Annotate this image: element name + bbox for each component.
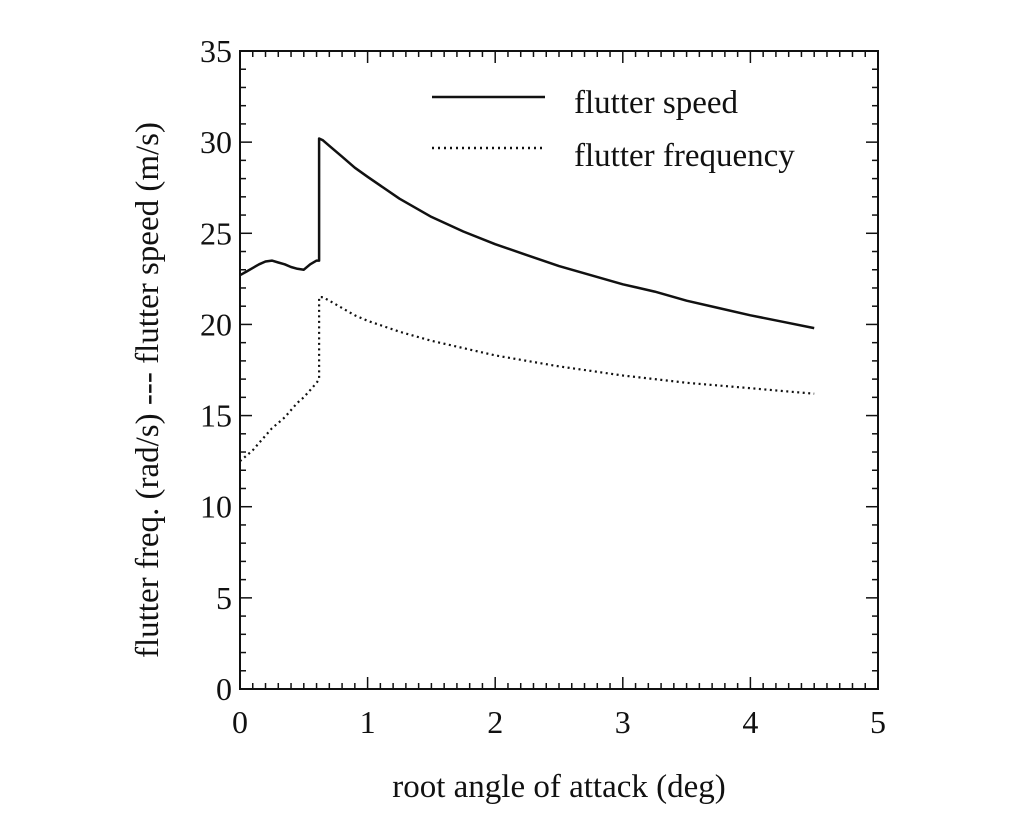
x-tick-label: 5 <box>870 704 886 740</box>
y-tick-label: 15 <box>200 398 232 434</box>
series-line-flutter-speed <box>239 137 815 330</box>
series-layer <box>239 137 815 462</box>
y-tick-label: 30 <box>200 124 232 160</box>
y-axis-title: flutter freq. (rad/s) --- flutter speed … <box>130 122 166 658</box>
y-tick-label: 10 <box>200 489 232 525</box>
x-tick-label: 2 <box>487 704 503 740</box>
x-tick-label: 1 <box>360 704 376 740</box>
y-tick-label: 20 <box>200 306 232 342</box>
series-line-flutter-frequency <box>239 296 815 462</box>
legend: flutter speed flutter frequency <box>432 85 795 174</box>
y-tick-label: 5 <box>216 580 232 616</box>
legend-label-flutter-speed: flutter speed <box>574 85 739 121</box>
x-tick-label: 3 <box>615 704 631 740</box>
axis-ticks <box>239 50 879 690</box>
legend-label-flutter-frequency: flutter frequency <box>574 138 795 174</box>
y-tick-label: 25 <box>200 215 232 251</box>
x-tick-label: 4 <box>742 704 758 740</box>
axis-tick-labels: 0 1 2 3 4 5 0 5 10 15 20 25 30 35 <box>200 33 886 740</box>
y-tick-label: 0 <box>216 671 232 707</box>
y-tick-label: 35 <box>200 33 232 69</box>
x-tick-label: 0 <box>232 704 248 740</box>
x-axis-title: root angle of attack (deg) <box>392 769 726 805</box>
